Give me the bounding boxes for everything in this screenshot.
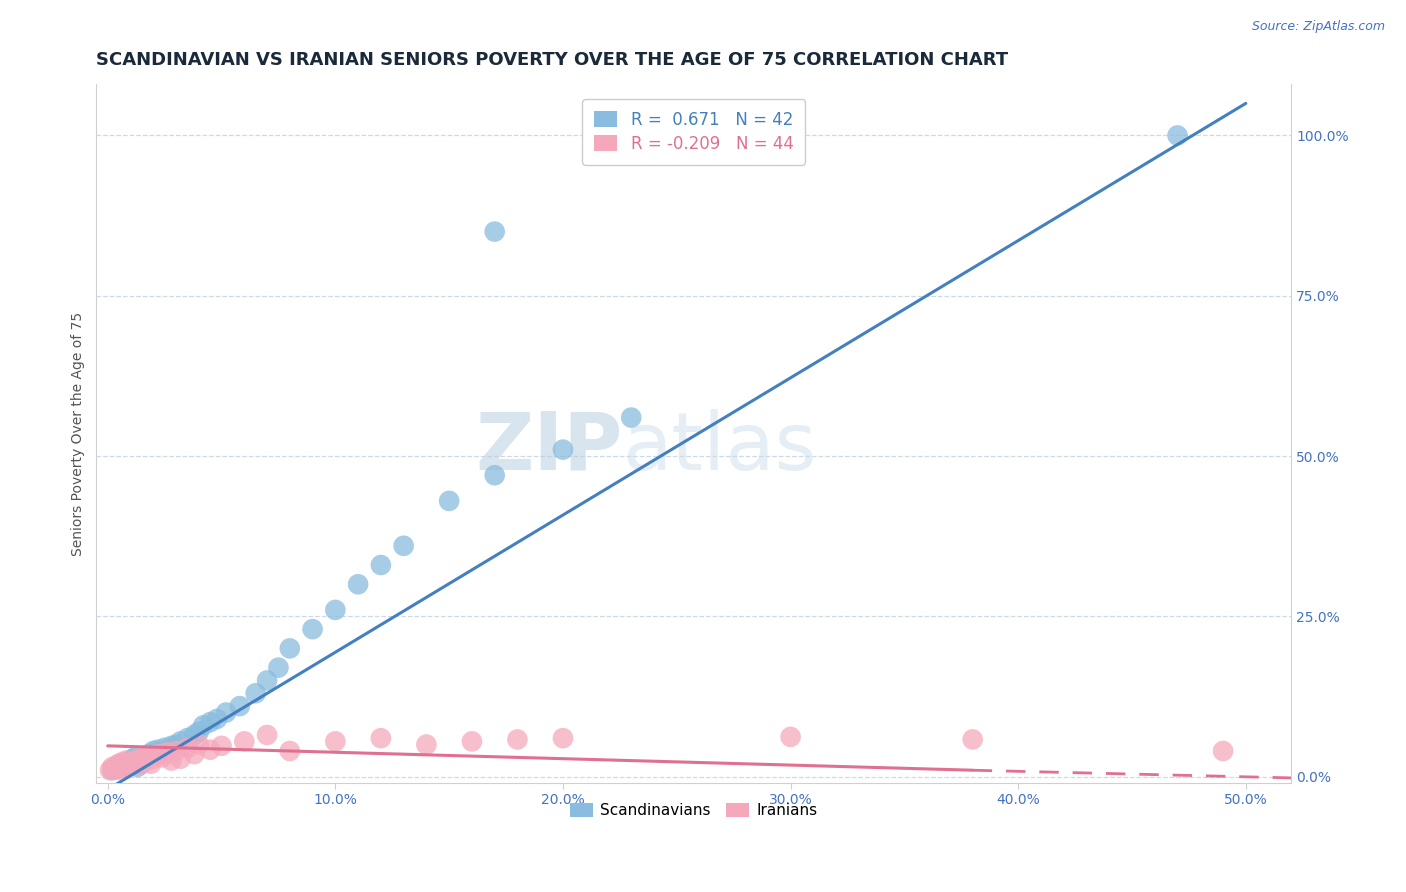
Point [124, 750, 146, 764]
Point [160, 754, 183, 768]
Point [120, 754, 142, 768]
Point [110, 763, 132, 777]
Point [146, 747, 169, 761]
Point [193, 718, 215, 732]
Point [229, 699, 252, 714]
Point [278, 641, 301, 656]
Point [176, 731, 198, 746]
Point [101, 763, 124, 777]
Text: atlas: atlas [621, 409, 817, 486]
Point [1167, 128, 1189, 143]
Point [1212, 744, 1234, 758]
Point [121, 752, 143, 766]
Point [551, 442, 574, 457]
Point [215, 706, 238, 720]
Point [131, 756, 153, 771]
Point [187, 724, 209, 739]
Text: SCANDINAVIAN VS IRANIAN SENIORS POVERTY OVER THE AGE OF 75 CORRELATION CHART: SCANDINAVIAN VS IRANIAN SENIORS POVERTY … [97, 51, 1008, 69]
Point [117, 756, 139, 770]
Point [198, 742, 221, 756]
Point [392, 539, 415, 553]
Point [146, 742, 169, 756]
Point [484, 468, 506, 483]
Point [187, 738, 209, 752]
Point [183, 747, 205, 761]
Point [142, 744, 165, 758]
Point [461, 734, 484, 748]
Point [551, 731, 574, 746]
Point [370, 731, 392, 746]
Point [105, 762, 128, 776]
Point [779, 730, 801, 744]
Point [134, 754, 156, 768]
Point [103, 762, 125, 776]
Point [110, 760, 132, 774]
Point [105, 758, 128, 772]
Point [142, 752, 165, 766]
Point [160, 739, 183, 753]
Point [138, 747, 160, 761]
Point [150, 750, 173, 764]
Point [127, 760, 149, 774]
Point [506, 732, 529, 747]
Point [115, 756, 138, 771]
Point [110, 756, 132, 770]
Point [256, 728, 278, 742]
Text: ZIP: ZIP [475, 409, 621, 486]
Point [233, 734, 256, 748]
Point [108, 756, 131, 771]
Point [176, 740, 198, 755]
Point [120, 756, 142, 770]
Point [169, 734, 191, 748]
Point [112, 758, 135, 772]
Point [124, 754, 146, 768]
Point [165, 744, 187, 758]
Point [484, 225, 506, 239]
Point [156, 745, 179, 759]
Point [347, 577, 370, 591]
Point [245, 686, 267, 700]
Point [153, 740, 176, 755]
Point [115, 754, 138, 768]
Legend: Scandinavians, Iranians: Scandinavians, Iranians [564, 797, 824, 824]
Point [131, 756, 153, 770]
Point [370, 558, 392, 572]
Point [127, 758, 149, 772]
Point [138, 749, 160, 764]
Point [134, 750, 156, 764]
Point [211, 739, 233, 753]
Point [101, 760, 124, 774]
Point [437, 494, 460, 508]
Text: Source: ZipAtlas.com: Source: ZipAtlas.com [1251, 20, 1385, 33]
Y-axis label: Seniors Poverty Over the Age of 75: Seniors Poverty Over the Age of 75 [72, 311, 86, 556]
Point [183, 728, 205, 742]
Point [325, 734, 347, 748]
Point [128, 752, 150, 766]
Point [165, 738, 187, 752]
Point [112, 760, 135, 774]
Point [278, 744, 301, 758]
Point [267, 660, 290, 674]
Point [325, 603, 347, 617]
Point [205, 712, 228, 726]
Point [256, 673, 278, 688]
Point [98, 763, 121, 777]
Point [301, 622, 323, 636]
Point [139, 756, 162, 771]
Point [962, 732, 984, 747]
Point [135, 754, 157, 768]
Point [117, 758, 139, 772]
Point [620, 410, 643, 425]
Point [198, 715, 221, 730]
Point [415, 738, 437, 752]
Point [169, 752, 191, 766]
Point [121, 756, 143, 771]
